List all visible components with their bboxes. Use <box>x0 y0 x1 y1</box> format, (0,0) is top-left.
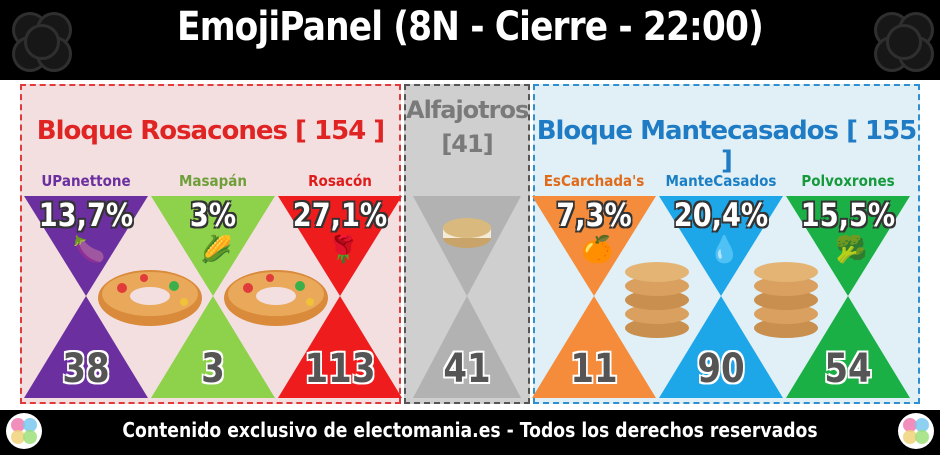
party-seats: 41 <box>443 346 491 392</box>
page-title: EmojiPanel (8N - Cierre - 22:00) <box>177 4 764 50</box>
party-name: Rosacón <box>308 172 372 190</box>
party-seats: 113 <box>304 346 376 392</box>
party-seats: 3 <box>201 346 225 392</box>
header-bar <box>0 0 940 80</box>
flower-decoration-icon <box>4 4 74 74</box>
orange-icon: 🍊 <box>581 234 614 264</box>
party-percentage: 7,3% <box>556 196 632 234</box>
party-name: Polvoxrones <box>801 172 895 190</box>
droplet-icon: 💧 <box>708 234 741 264</box>
footer-bar <box>0 410 940 455</box>
eggplant-icon: 🍆 <box>73 234 106 264</box>
party-percentage: 15,5% <box>800 196 896 234</box>
party-seats: 11 <box>570 346 618 392</box>
rose-icon: 🌹 <box>327 234 360 264</box>
party-name: ManteCasados <box>665 172 777 190</box>
block-title-alfajotros-line2: [41] <box>441 130 493 158</box>
party-name: Masapán <box>178 172 248 190</box>
party-name: UPanettone <box>41 172 131 190</box>
electomania-logo-icon <box>6 413 42 449</box>
block-title-rosacones: Bloque Rosacones [ 154 ] <box>36 116 385 146</box>
broccoli-icon: 🥦 <box>835 234 868 264</box>
party-percentage: 20,4% <box>673 196 769 234</box>
block-title-alfajotros-line1: Alfajotros <box>406 96 529 124</box>
flower-decoration-icon <box>866 4 936 74</box>
party-seats: 90 <box>697 346 745 392</box>
block-title-mantecasados: Bloque Mantecasados [ 155 ] <box>536 116 918 176</box>
party-percentage: 27,1% <box>292 196 388 234</box>
electomania-logo-icon <box>898 413 934 449</box>
party-seats: 54 <box>824 346 872 392</box>
party-seats: 38 <box>62 346 110 392</box>
party-name: EsCarchada's <box>543 172 645 190</box>
party-percentage: 13,7% <box>38 196 134 234</box>
party-percentage: 3% <box>189 196 237 234</box>
footer-copyright: Contenido exclusivo de electomania.es - … <box>122 418 818 442</box>
corn-icon: 🌽 <box>200 234 233 264</box>
